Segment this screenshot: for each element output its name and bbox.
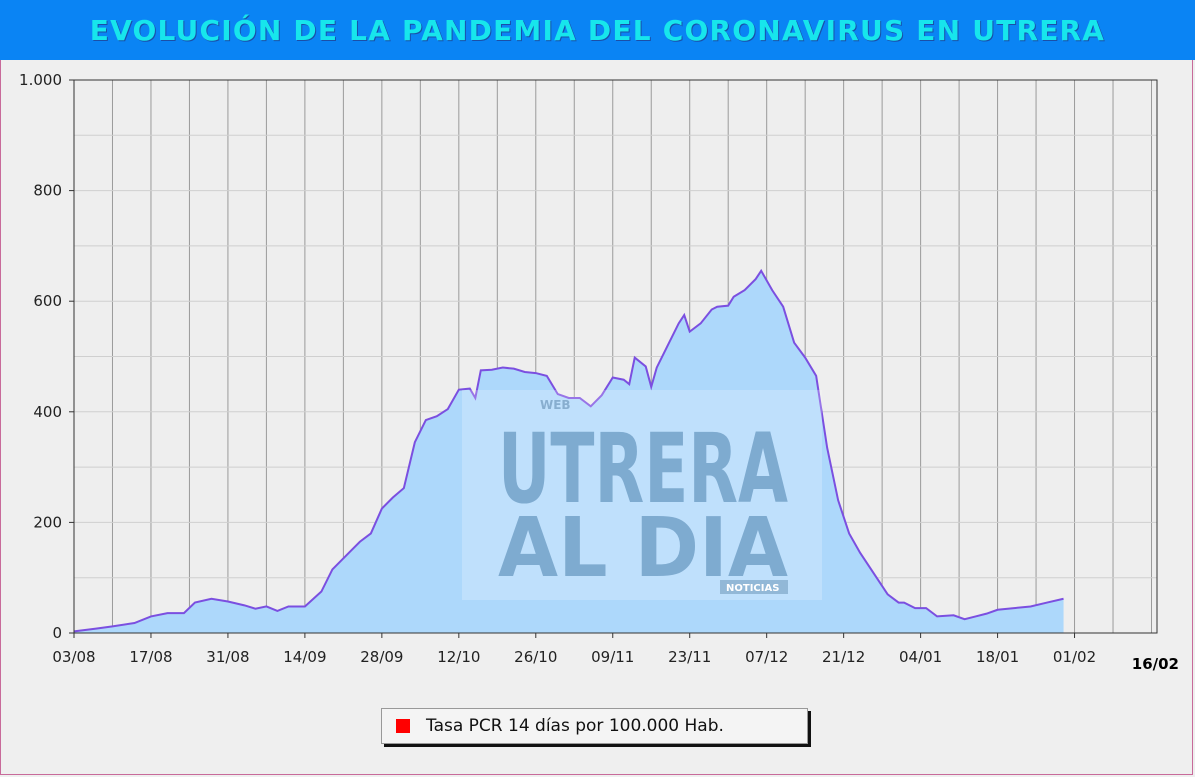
y-tick-label: 800 bbox=[33, 182, 62, 200]
watermark-panel bbox=[462, 390, 822, 600]
plot-border bbox=[73, 79, 1158, 634]
area-series bbox=[73, 268, 1064, 633]
series-line bbox=[73, 268, 1064, 633]
watermark-logo: WEB UTRERA AL DIA NOTICIAS bbox=[462, 390, 822, 600]
x-tick-label: 04/01 bbox=[899, 648, 942, 666]
x-tick-label: 12/10 bbox=[437, 648, 480, 666]
watermark-web: WEB bbox=[540, 398, 571, 412]
x-last-label: 16/02 bbox=[1132, 655, 1179, 673]
x-tick-label: 31/08 bbox=[206, 648, 249, 666]
x-tick-label: 18/01 bbox=[976, 648, 1019, 666]
x-tick-label: 17/08 bbox=[129, 648, 172, 666]
x-tick-label: 28/09 bbox=[360, 648, 403, 666]
x-tick-label: 03/08 bbox=[52, 648, 95, 666]
watermark-noticias-bg bbox=[720, 580, 788, 594]
watermark: WEB UTRERA AL DIA NOTICIAS bbox=[462, 390, 822, 600]
y-tick-labels: 0 200 400 600 800 1.000 bbox=[19, 71, 74, 642]
x-tick-label: 01/02 bbox=[1053, 648, 1096, 666]
y-tick-label: 200 bbox=[33, 513, 62, 531]
y-tick-label: 0 bbox=[52, 624, 62, 642]
legend: Tasa PCR 14 días por 100.000 Hab. bbox=[381, 708, 808, 744]
legend-swatch bbox=[396, 719, 410, 733]
x-tick-label: 23/11 bbox=[668, 648, 711, 666]
x-tick-label: 14/09 bbox=[283, 648, 326, 666]
y-tick-label: 1.000 bbox=[19, 71, 62, 89]
x-tick-label: 07/12 bbox=[745, 648, 788, 666]
x-tick-label: 09/11 bbox=[591, 648, 634, 666]
chart-frame bbox=[0, 60, 1193, 775]
x-tick-labels: 03/08 17/08 31/08 14/09 28/09 12/10 26/10 09/11… bbox=[52, 633, 1179, 673]
watermark-noticias: NOTICIAS bbox=[726, 583, 779, 594]
chart-title: EVOLUCIÓN DE LA PANDEMIA DEL CORONAVIRUS… bbox=[89, 13, 1106, 47]
watermark-line1: UTRERA bbox=[498, 413, 788, 525]
title-bar: EVOLUCIÓN DE LA PANDEMIA DEL CORONAVIRUS… bbox=[0, 0, 1195, 60]
legend-label: Tasa PCR 14 días por 100.000 Hab. bbox=[426, 716, 724, 736]
axes bbox=[73, 79, 1158, 634]
y-tick-label: 600 bbox=[33, 292, 62, 310]
x-tick-label: 21/12 bbox=[822, 648, 865, 666]
area-fill bbox=[74, 270, 1064, 633]
y-tick-label: 400 bbox=[33, 403, 62, 421]
x-tick-label: 26/10 bbox=[514, 648, 557, 666]
